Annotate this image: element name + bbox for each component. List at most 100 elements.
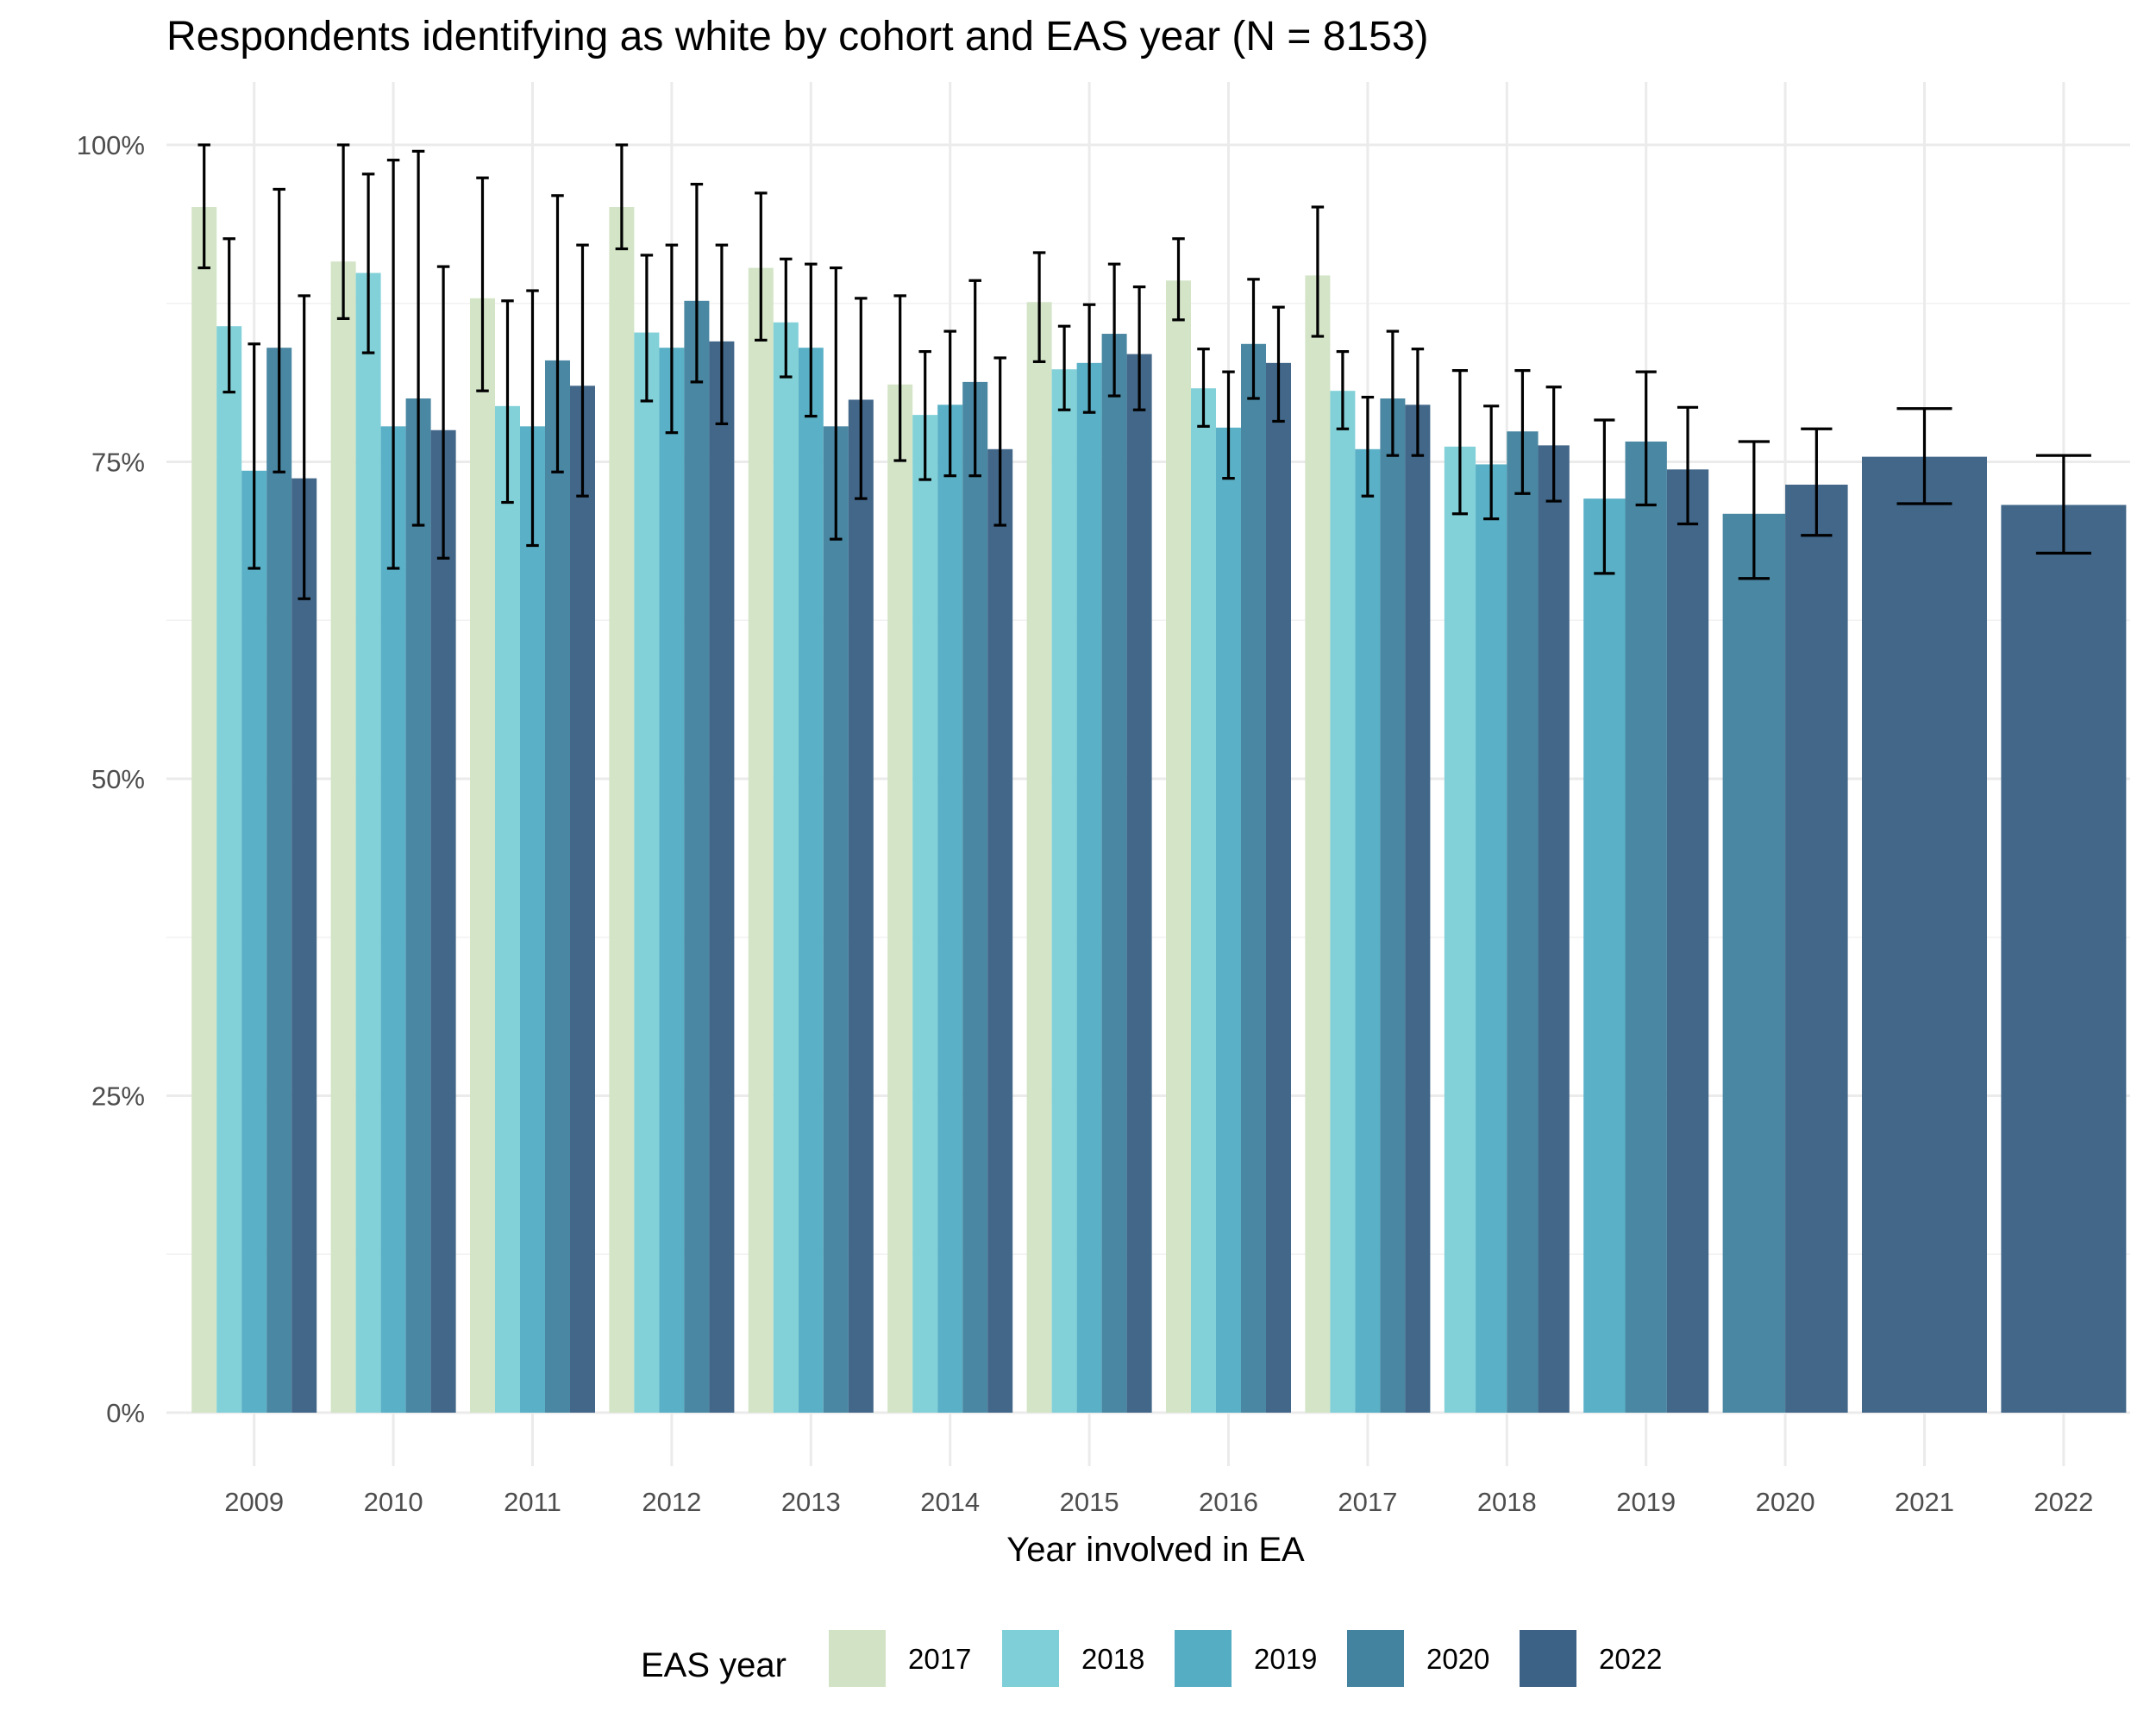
bar-2019-2022 [1666,469,1709,1413]
x-tick-label: 2019 [1616,1487,1676,1517]
error-bar-2011-2017 [476,176,489,392]
bar-2016-2020 [1241,343,1266,1413]
legend-key-2017 [829,1630,886,1687]
error-bar-2012-2018 [640,254,654,403]
bar-2018-2018 [1444,446,1476,1413]
error-bar-2010-2017 [336,143,350,320]
bar-2018-2020 [1507,431,1539,1414]
error-bar-2012-2017 [615,143,629,251]
error-bar-2009-2020 [273,187,285,473]
error-bar-2009-2018 [222,237,235,394]
error-bar-2010-2020 [411,149,425,527]
bar-2014-2017 [887,384,913,1414]
bar-2009-2022 [291,478,317,1413]
bar-2011-2020 [545,360,570,1413]
error-bar-2017-2022 [1411,348,1425,457]
x-axis-title: Year involved in EA [1006,1531,1305,1569]
bar-2012-2017 [609,207,635,1413]
error-bar-2015-2019 [1082,303,1096,414]
error-bar-2009-2019 [248,342,260,570]
bar-2014-2018 [912,415,938,1413]
error-bar-2014-2018 [918,350,931,481]
error-bar-2011-2022 [576,243,589,498]
legend-key-2019 [1175,1630,1232,1687]
bar-2021-2022 [1862,456,1987,1413]
legend-label-2018: 2018 [1081,1643,1144,1675]
bar-2010-2020 [405,398,431,1413]
bar-2018-2022 [1538,445,1570,1413]
bar-2013-2018 [773,322,799,1413]
bar-2011-2022 [570,386,595,1413]
bar-2014-2019 [937,404,963,1414]
error-bar-2015-2020 [1107,262,1121,398]
bar-2020-2022 [1785,484,1848,1414]
error-bar-2013-2017 [755,191,768,342]
bar-2010-2022 [430,429,456,1413]
x-tick-label: 2013 [781,1487,841,1517]
error-bar-2010-2018 [361,172,375,354]
error-bar-2018-2018 [1451,369,1468,516]
error-bar-2010-2019 [386,159,400,570]
bar-2020-2020 [1722,513,1786,1413]
x-tick-label: 2017 [1338,1487,1397,1517]
x-tick-label: 2016 [1199,1487,1258,1517]
bar-2009-2019 [241,470,267,1413]
legend-key-2022 [1520,1630,1576,1687]
y-tick-label: 75% [91,448,145,478]
bar-2016-2018 [1191,388,1216,1413]
error-bar-2011-2020 [551,194,564,473]
bar-2017-2022 [1405,404,1431,1414]
error-bar-2014-2017 [893,294,906,462]
x-tick-label: 2011 [504,1487,561,1517]
error-bars [197,143,2091,600]
error-bar-2016-2018 [1197,348,1210,428]
legend: EAS year 2017 2018 2019 2020 2022 [641,1630,1662,1687]
bar-2017-2019 [1355,448,1381,1413]
y-tick-label: 0% [106,1398,145,1428]
bar-2017-2018 [1330,391,1356,1414]
x-tick-label: 2022 [2034,1487,2093,1517]
error-bar-2017-2017 [1311,205,1325,338]
bar-2009-2018 [216,326,242,1414]
bar-2011-2019 [520,426,545,1414]
bar-2013-2022 [848,399,874,1414]
x-tick-label: 2014 [920,1487,980,1517]
x-tick-label: 2018 [1477,1487,1537,1517]
bar-2013-2019 [798,348,824,1414]
x-axis-ticks: 2009 2010 2011 2012 2013 2014 2015 2016 2017 2018… [224,1487,2093,1517]
error-bar-2022-2022 [2035,454,2091,555]
bar-2017-2020 [1380,398,1406,1413]
bar-2019-2019 [1583,498,1626,1413]
error-bar-2019-2022 [1677,405,1699,526]
bar-2010-2019 [380,426,406,1414]
x-tick-label: 2020 [1756,1487,1815,1517]
error-bar-2010-2022 [436,265,450,560]
error-bar-2013-2022 [855,297,868,500]
y-axis-ticks: 0% 25% 50% 75% 100% [77,130,145,1428]
x-tick-label: 2010 [364,1487,423,1517]
bar-2013-2017 [748,267,774,1414]
legend-label-2017: 2017 [908,1643,971,1675]
y-tick-label: 50% [91,764,145,794]
bar-2015-2019 [1076,362,1102,1414]
error-bar-2020-2022 [1801,427,1833,537]
error-bar-2016-2022 [1272,305,1285,423]
bars [191,207,2127,1414]
error-bar-2013-2020 [830,266,843,541]
bar-2014-2022 [987,448,1013,1413]
error-bar-2014-2020 [968,279,981,478]
error-bar-2016-2020 [1247,278,1260,400]
error-bar-2011-2018 [501,299,514,505]
error-bar-2009-2022 [298,294,310,600]
error-bar-2013-2018 [780,257,793,379]
error-bar-2012-2022 [715,243,729,425]
error-bar-2012-2019 [665,243,679,435]
error-bar-2020-2020 [1738,440,1770,580]
error-bar-2018-2020 [1514,369,1531,495]
error-bar-2019-2019 [1594,418,1615,575]
bar-2015-2017 [1026,302,1052,1413]
error-bar-2017-2019 [1361,395,1375,498]
legend-label-2022: 2022 [1599,1643,1662,1675]
bar-2022-2022 [2001,505,2127,1413]
